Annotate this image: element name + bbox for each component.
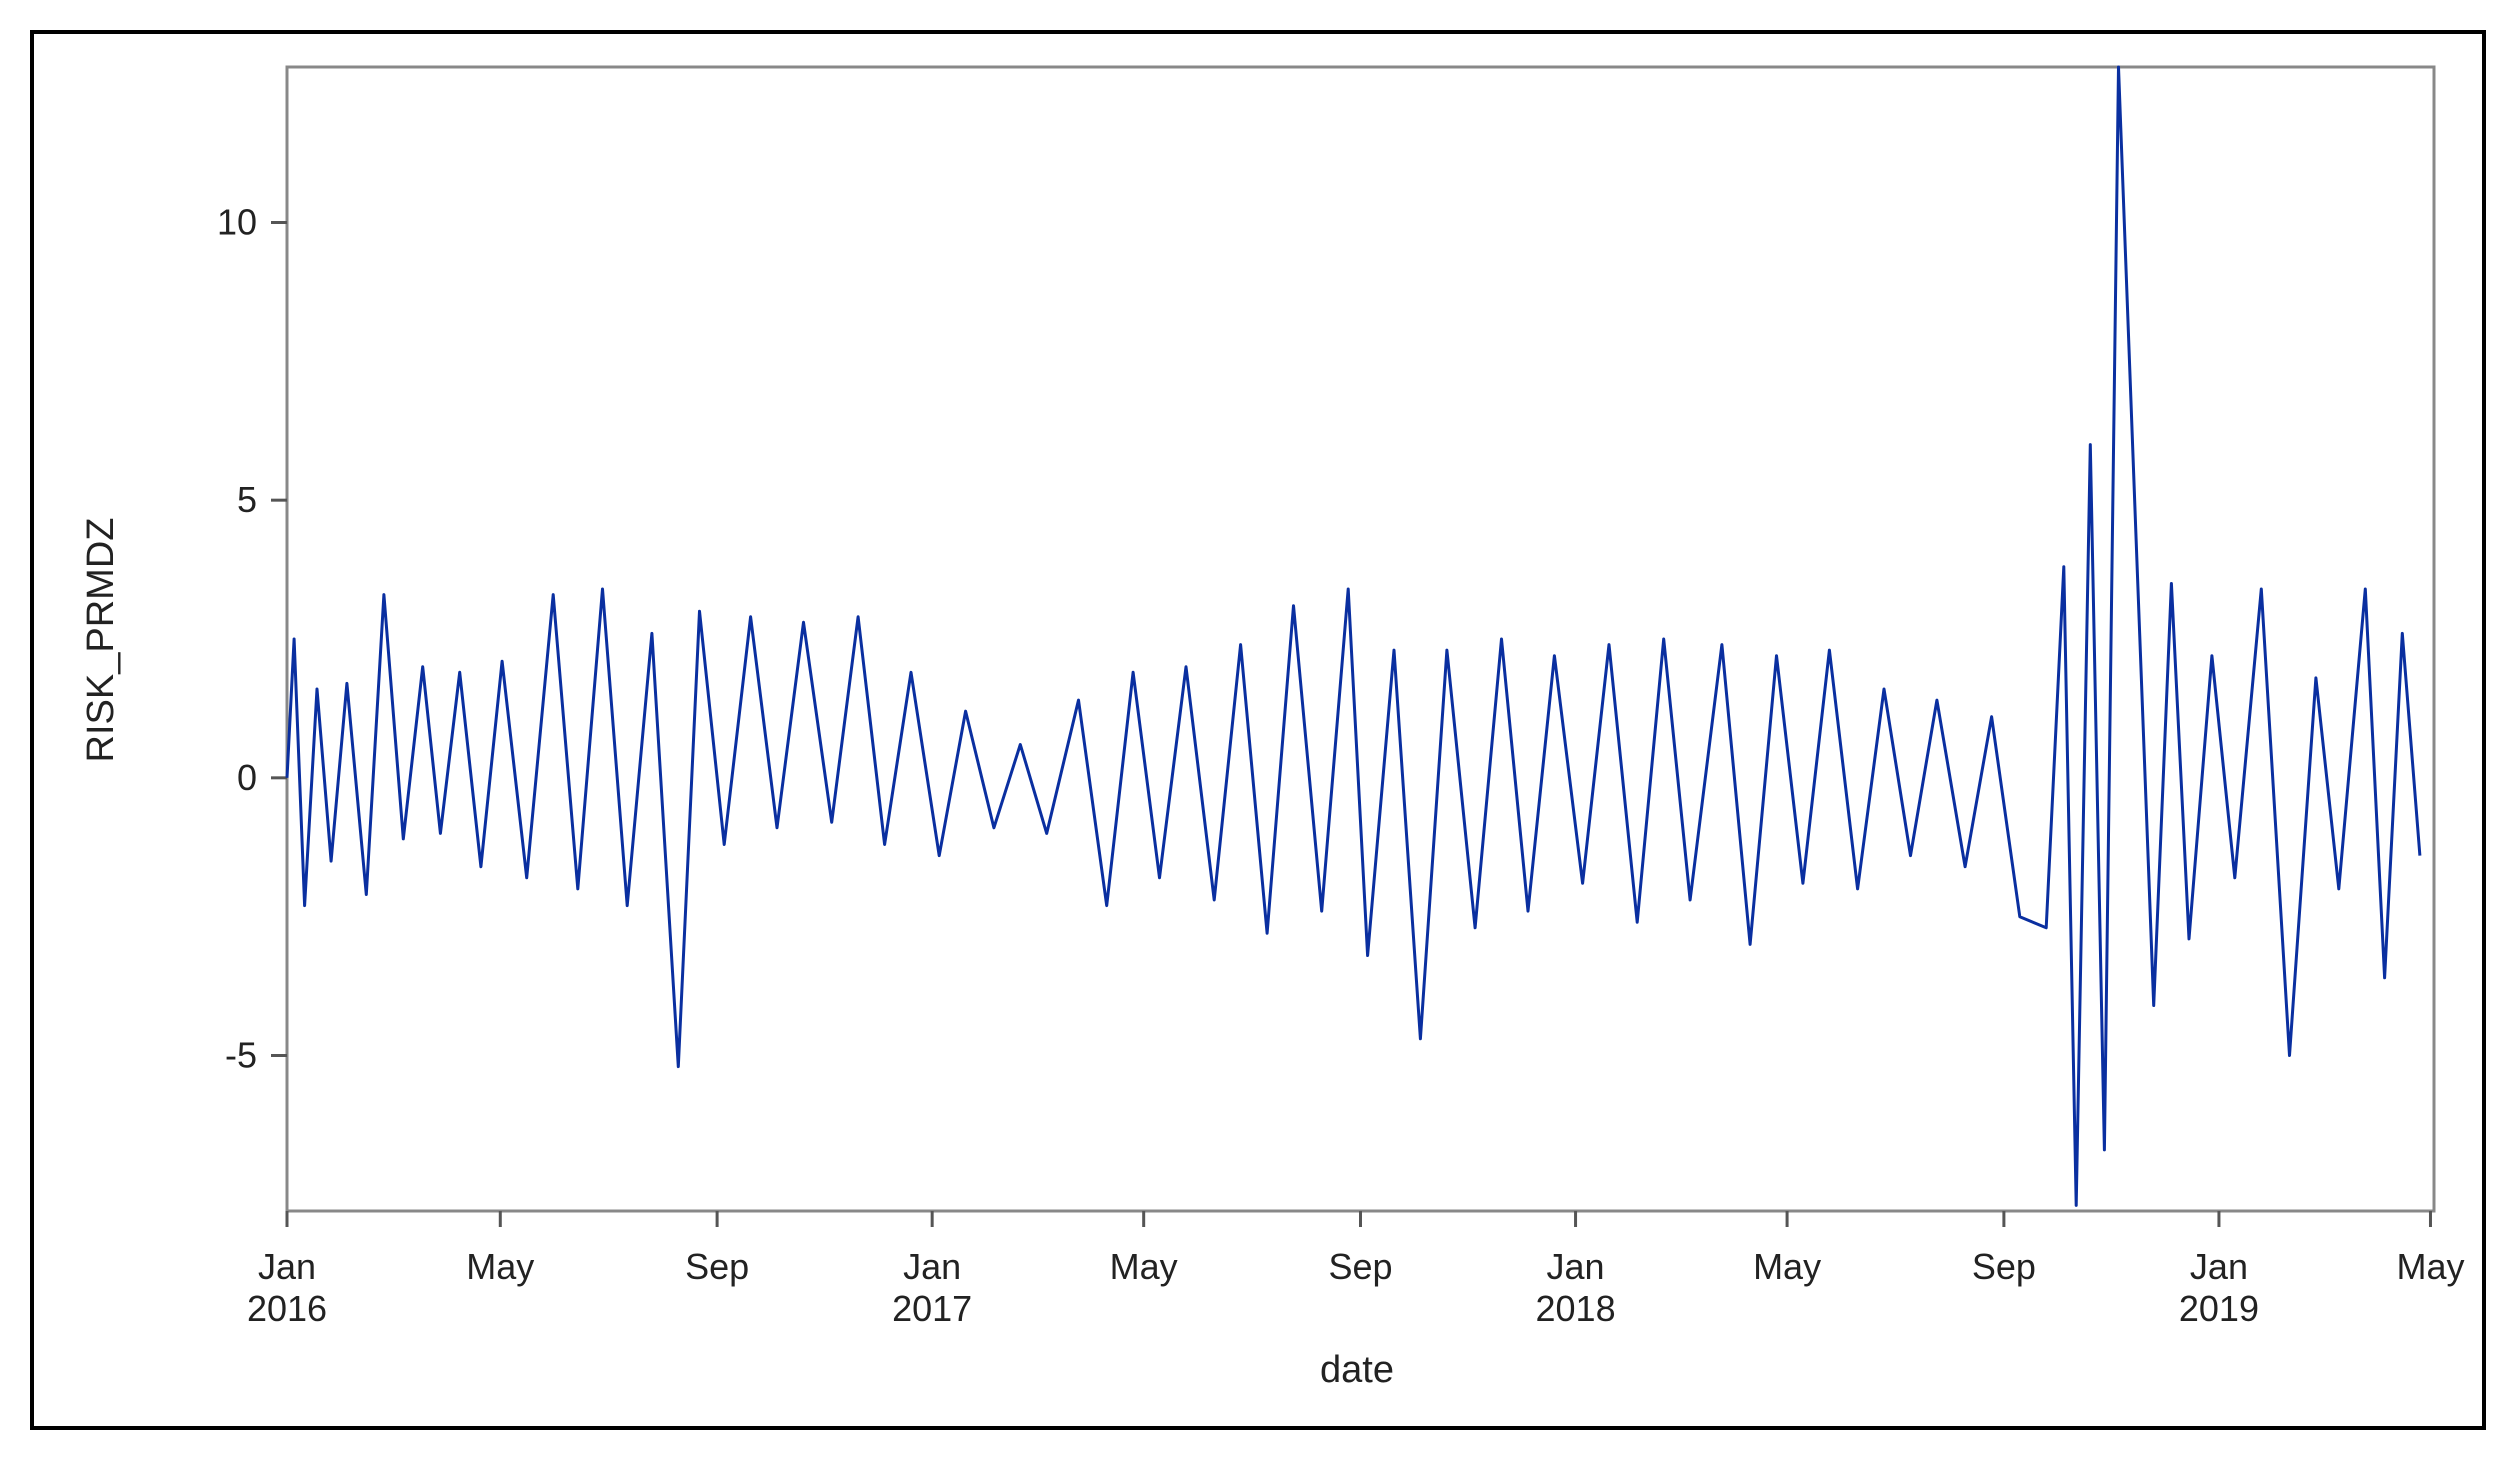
y-tick-label: 0 [237, 757, 257, 798]
x-axis-title: date [1320, 1349, 1394, 1391]
x-tick-label: Jan [2190, 1246, 2248, 1287]
series-line [285, 65, 2422, 1207]
y-axis-title: RISK_PRMDZ [80, 518, 122, 763]
y-tick-label: -5 [225, 1035, 257, 1076]
y-tick-label: 5 [237, 479, 257, 520]
x-tick-year-label: 2016 [247, 1288, 327, 1329]
y-axis: 10 5 0 -5 [217, 201, 287, 1076]
x-tick-year-label: 2017 [892, 1288, 972, 1329]
x-tick-label: May [1110, 1246, 1178, 1287]
x-tick-label: May [466, 1246, 534, 1287]
x-tick-label: Jan [903, 1246, 961, 1287]
x-tick-label: Jan [1547, 1246, 1605, 1287]
x-tick-year-label: 2018 [1536, 1288, 1616, 1329]
x-tick-label: Jan [258, 1246, 316, 1287]
x-tick-year-label: 2019 [2179, 1288, 2259, 1329]
x-tick-label: May [1753, 1246, 1821, 1287]
series-layer [285, 65, 2422, 1207]
x-tick-label: Sep [1328, 1246, 1392, 1287]
x-tick-label: May [2396, 1246, 2464, 1287]
x-tick-label: Sep [1972, 1246, 2036, 1287]
x-tick-label: Sep [685, 1246, 749, 1287]
y-tick-label: 10 [217, 201, 257, 242]
